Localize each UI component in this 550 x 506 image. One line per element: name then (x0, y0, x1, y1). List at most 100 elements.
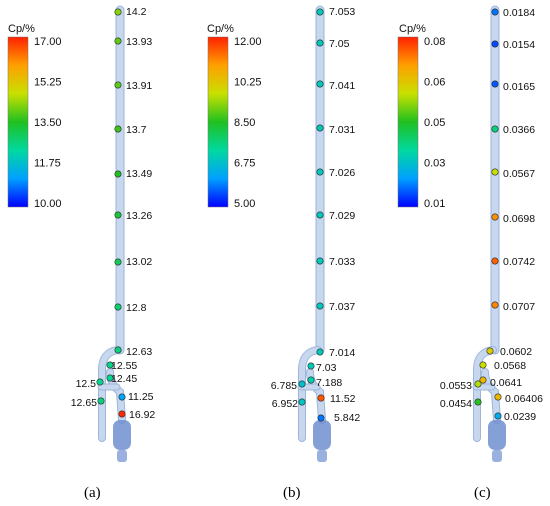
point-value-label: 0.0239 (504, 411, 536, 423)
point-value-label: 13.26 (126, 210, 152, 222)
measure-point (316, 348, 324, 356)
valve-stem (117, 450, 127, 462)
measure-point (491, 8, 499, 16)
point-value-label: 7.031 (329, 124, 355, 136)
measure-point (114, 211, 122, 219)
colorbar-tick: 12.00 (234, 36, 262, 48)
valve-body (313, 420, 331, 450)
measure-point (491, 125, 499, 133)
measure-point (106, 361, 114, 369)
measure-point (316, 168, 324, 176)
point-value-label: 0.0742 (503, 256, 535, 268)
point-value-label: 13.91 (126, 80, 152, 92)
colorbar (7, 36, 29, 208)
measure-point (114, 346, 122, 354)
measure-point (114, 8, 122, 16)
colorbar-tick: 13.50 (34, 117, 62, 129)
measure-point (307, 362, 315, 370)
measure-point (486, 347, 494, 355)
point-value-label: 13.02 (126, 256, 152, 268)
measure-point (316, 39, 324, 47)
point-value-label: 13.7 (126, 124, 147, 136)
colorbar-tick: 8.50 (234, 117, 255, 129)
measure-point (298, 398, 306, 406)
valve-stem (317, 450, 327, 462)
measure-point (491, 257, 499, 265)
point-value-label: 0.0454 (440, 398, 472, 410)
point-value-label: 7.033 (329, 256, 355, 268)
valve-stem (492, 450, 502, 462)
measure-point (114, 81, 122, 89)
colorbar-tick: 0.06 (424, 77, 445, 89)
point-value-label: 14.2 (126, 6, 147, 18)
measure-point (474, 398, 482, 406)
point-value-label: 11.52 (330, 393, 356, 405)
measure-point (316, 257, 324, 265)
point-value-label: 6.952 (272, 398, 298, 410)
colorbar-tick: 0.05 (424, 117, 445, 129)
panel-caption: (a) (84, 485, 101, 501)
point-value-label: 0.06406 (505, 393, 543, 405)
measure-point (317, 414, 325, 422)
measure-point (118, 393, 126, 401)
measure-point (491, 80, 499, 88)
point-value-label: 0.0553 (440, 380, 472, 392)
point-value-label: 12.63 (126, 346, 152, 358)
point-value-label: 7.029 (329, 210, 355, 222)
colorbar-tick: 0.01 (424, 198, 445, 210)
point-value-label: 0.0641 (490, 377, 522, 389)
colorbar-tick: 17.00 (34, 36, 62, 48)
colorbar-tick: 6.75 (234, 158, 255, 170)
measure-point (114, 303, 122, 311)
measure-point (307, 376, 315, 384)
pipe-riser (115, 5, 125, 355)
point-value-label: 7.188 (316, 377, 342, 389)
point-value-label: 12.65 (71, 397, 97, 409)
panel-caption: (c) (474, 485, 491, 501)
measure-point (479, 361, 487, 369)
measure-point (114, 170, 122, 178)
measure-point (114, 37, 122, 45)
measure-point (298, 380, 306, 388)
measure-point (316, 124, 324, 132)
measure-point (316, 80, 324, 88)
colorbar-tick: 0.08 (424, 36, 445, 48)
measure-point (491, 213, 499, 221)
point-value-label: 0.0707 (503, 301, 535, 313)
point-value-label: 0.0602 (500, 346, 532, 358)
pipe-riser (490, 5, 500, 355)
measure-point (494, 412, 502, 420)
measure-point (96, 378, 104, 386)
measure-point (114, 125, 122, 133)
point-value-label: 12.55 (111, 360, 137, 372)
measure-point (106, 374, 114, 382)
point-value-label: 7.041 (329, 80, 355, 92)
measure-point (479, 376, 487, 384)
point-value-label: 7.053 (329, 6, 355, 18)
point-value-label: 16.92 (129, 409, 155, 421)
point-value-label: 0.0154 (503, 39, 535, 51)
panel-caption: (b) (283, 485, 301, 501)
point-value-label: 13.93 (126, 36, 152, 48)
colorbar-tick: 0.03 (424, 158, 445, 170)
point-value-label: 5.842 (334, 412, 360, 424)
measure-point (474, 380, 482, 388)
point-value-label: 0.0165 (503, 81, 535, 93)
point-value-label: 0.0184 (503, 7, 535, 19)
colorbar (207, 36, 229, 208)
point-value-label: 12.5 (76, 378, 97, 390)
point-value-label: 7.05 (329, 38, 350, 50)
measure-point (316, 302, 324, 310)
point-value-label: 7.026 (329, 167, 355, 179)
point-value-label: 7.037 (329, 301, 355, 313)
point-value-label: 6.785 (271, 380, 297, 392)
colorbar-title: Cp/% (399, 23, 426, 35)
point-value-label: 13.49 (126, 168, 152, 180)
pipe-crossbar (97, 383, 121, 391)
measure-point (317, 394, 325, 402)
colorbar-tick: 10.25 (234, 77, 262, 89)
colorbar-tick: 10.00 (34, 198, 62, 210)
measure-point (97, 397, 105, 405)
point-value-label: 11.25 (128, 391, 154, 403)
